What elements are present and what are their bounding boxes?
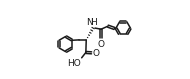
Text: N: N bbox=[86, 18, 93, 27]
Text: O: O bbox=[92, 49, 99, 58]
Text: O: O bbox=[98, 40, 105, 49]
Text: HO: HO bbox=[67, 59, 81, 68]
Text: H: H bbox=[90, 18, 97, 27]
